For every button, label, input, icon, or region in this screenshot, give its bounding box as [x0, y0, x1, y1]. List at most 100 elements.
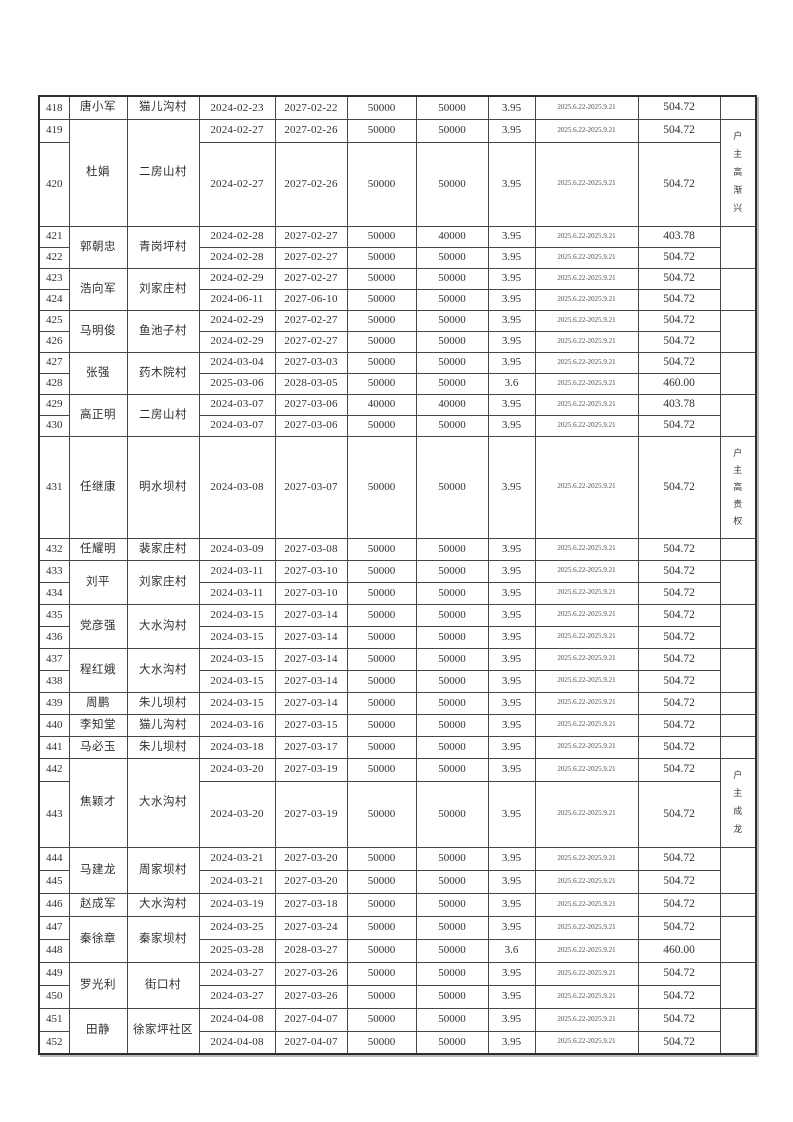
table-row: 427 张强 药木院村 2024-03-04 2027-03-03 50000 50000 3… [38, 351, 757, 395]
note-cell [719, 713, 757, 737]
note-char: 权 [733, 515, 743, 526]
due-date-cell: 2027-03-17 [274, 735, 348, 759]
period-cell: 2025.6.22-2025.9.21 [534, 309, 639, 332]
table-row: 422 2024-02-28 2027-02-27 50000 50000 3.95 202… [38, 246, 756, 269]
balance-cell: 50000 [415, 735, 489, 759]
start-date-cell: 2024-03-19 [198, 892, 276, 917]
amount-cell: 50000 [346, 846, 417, 871]
interest-cell: 504.72 [637, 267, 721, 290]
name-cell: 周鹏 [68, 691, 128, 715]
rate-cell: 3.95 [487, 757, 536, 782]
row-number-cell: 431 [38, 435, 70, 539]
interest-cell: 504.72 [637, 559, 721, 583]
amount-cell: 50000 [346, 757, 417, 782]
table-row: 432 任耀明 裴家庄村 2024-03-09 2027-03-08 50000 50000… [38, 537, 757, 561]
period-cell: 2025.6.22-2025.9.21 [534, 141, 639, 227]
balance-cell: 50000 [415, 414, 489, 437]
due-date-cell: 2027-03-18 [274, 892, 348, 917]
note-char: 龙 [733, 823, 743, 834]
balance-cell: 50000 [415, 669, 489, 693]
note-char: 户 [733, 447, 743, 458]
period-cell: 2025.6.22-2025.9.21 [534, 735, 639, 759]
row-number-cell: 444 [38, 846, 70, 871]
balance-cell: 50000 [415, 246, 489, 269]
table-row: 439 周鹏 朱儿坝村 2024-03-15 2027-03-14 50000 50000 3… [38, 691, 757, 715]
name-cell: 郭朝忠 [68, 225, 128, 269]
table-row: 429 高正明 二房山村 2024-03-07 2027-03-06 40000 40000… [38, 393, 757, 437]
row-number-cell: 447 [38, 915, 70, 940]
name-cell: 党彦强 [68, 603, 128, 649]
rate-cell: 3.95 [487, 625, 536, 649]
row-number-cell: 435 [38, 603, 70, 627]
village-cell: 药木院村 [126, 351, 200, 395]
note-cell [719, 537, 757, 561]
due-date-cell: 2028-03-05 [274, 372, 348, 395]
name-cell: 马必玉 [68, 735, 128, 759]
period-cell: 2025.6.22-2025.9.21 [534, 95, 639, 120]
start-date-cell: 2024-04-08 [198, 1030, 276, 1055]
start-date-cell: 2024-03-15 [198, 625, 276, 649]
village-cell: 刘家庄村 [126, 559, 200, 605]
start-date-cell: 2024-03-18 [198, 735, 276, 759]
amount-cell: 50000 [346, 435, 417, 539]
row-number-cell: 450 [38, 984, 70, 1009]
interest-cell: 504.72 [637, 713, 721, 737]
start-date-cell: 2024-03-07 [198, 414, 276, 437]
balance-cell: 50000 [415, 537, 489, 561]
period-cell: 2025.6.22-2025.9.21 [534, 393, 639, 416]
start-date-cell: 2024-03-09 [198, 537, 276, 561]
balance-cell: 50000 [415, 330, 489, 353]
note-cell [719, 225, 757, 269]
period-cell: 2025.6.22-2025.9.21 [534, 961, 639, 986]
period-cell: 2025.6.22-2025.9.21 [534, 713, 639, 737]
rate-cell: 3.95 [487, 892, 536, 917]
amount-cell: 50000 [346, 603, 417, 627]
period-cell: 2025.6.22-2025.9.21 [534, 435, 639, 539]
rate-cell: 3.95 [487, 1007, 536, 1032]
start-date-cell: 2025-03-28 [198, 938, 276, 963]
rate-cell: 3.95 [487, 1030, 536, 1055]
balance-cell: 40000 [415, 225, 489, 248]
balance-cell: 50000 [415, 288, 489, 311]
village-cell: 二房山村 [126, 118, 200, 227]
table-row: 421 郭朝忠 青岗坪村 2024-02-28 2027-02-27 50000 40000… [38, 225, 757, 269]
due-date-cell: 2027-03-10 [274, 581, 348, 605]
amount-cell: 50000 [346, 559, 417, 583]
rate-cell: 3.95 [487, 351, 536, 374]
rate-cell: 3.95 [487, 435, 536, 539]
name-cell: 刘平 [68, 559, 128, 605]
due-date-cell: 2027-02-22 [274, 95, 348, 120]
balance-cell: 50000 [415, 915, 489, 940]
note-cell [719, 892, 757, 917]
start-date-cell: 2024-03-25 [198, 915, 276, 940]
rate-cell: 3.95 [487, 267, 536, 290]
period-cell: 2025.6.22-2025.9.21 [534, 892, 639, 917]
balance-cell: 50000 [415, 647, 489, 671]
due-date-cell: 2027-03-20 [274, 846, 348, 871]
period-cell: 2025.6.22-2025.9.21 [534, 869, 639, 894]
village-cell: 大水沟村 [126, 757, 200, 848]
period-cell: 2025.6.22-2025.9.21 [534, 938, 639, 963]
table-row: 423 浩向军 刘家庄村 2024-02-29 2027-02-27 50000 50000… [38, 267, 757, 311]
period-cell: 2025.6.22-2025.9.21 [534, 246, 639, 269]
village-cell: 秦家坝村 [126, 915, 200, 963]
amount-cell: 50000 [346, 869, 417, 894]
balance-cell: 50000 [415, 892, 489, 917]
start-date-cell: 2024-02-29 [198, 309, 276, 332]
note-char: 主 [733, 149, 743, 160]
note-cell [719, 309, 757, 353]
row-number-cell: 419 [38, 118, 70, 143]
table-row: 437 程红娥 大水沟村 2024-03-15 2027-03-14 50000 50000… [38, 647, 757, 693]
balance-cell: 50000 [415, 780, 489, 848]
balance-cell: 50000 [415, 141, 489, 227]
interest-cell: 504.72 [637, 647, 721, 671]
village-cell: 青岗坪村 [126, 225, 200, 269]
rate-cell: 3.95 [487, 537, 536, 561]
start-date-cell: 2024-06-11 [198, 288, 276, 311]
table-row: 424 2024-06-11 2027-06-10 50000 50000 3.95 202… [38, 288, 756, 311]
start-date-cell: 2024-03-16 [198, 713, 276, 737]
table-row: 435 党彦强 大水沟村 2024-03-15 2027-03-14 50000 50000… [38, 603, 757, 649]
amount-cell: 50000 [346, 1030, 417, 1055]
interest-cell: 504.72 [637, 95, 721, 120]
due-date-cell: 2027-03-26 [274, 961, 348, 986]
